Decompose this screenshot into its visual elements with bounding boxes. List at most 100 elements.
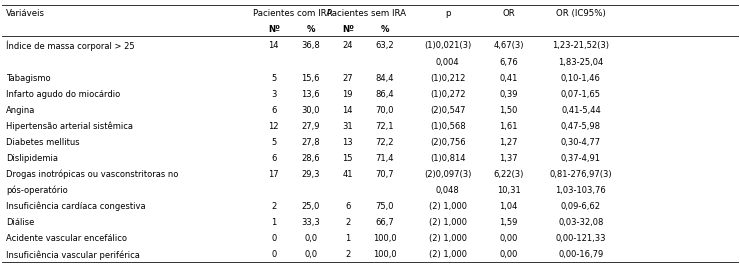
Text: Variáveis: Variáveis	[6, 9, 45, 18]
Text: 28,6: 28,6	[301, 154, 320, 163]
Text: 0,0: 0,0	[304, 234, 317, 243]
Text: 15,6: 15,6	[302, 74, 320, 83]
Text: 0,41: 0,41	[500, 74, 518, 83]
Text: 0: 0	[271, 250, 277, 259]
Text: 19: 19	[343, 90, 353, 99]
Text: Drogas inotrópicas ou vasconstritoras no: Drogas inotrópicas ou vasconstritoras no	[6, 170, 178, 179]
Text: 1,50: 1,50	[500, 106, 518, 115]
Text: 84,4: 84,4	[376, 74, 394, 83]
Text: 0,07-1,65: 0,07-1,65	[561, 90, 601, 99]
Text: Pacientes com IRA: Pacientes com IRA	[253, 9, 332, 18]
Text: 33,3: 33,3	[301, 218, 320, 227]
Text: 1,23-21,52(3): 1,23-21,52(3)	[552, 42, 610, 50]
Text: 71,4: 71,4	[376, 154, 394, 163]
Text: Insuficiência cardíaca congestiva: Insuficiência cardíaca congestiva	[6, 202, 146, 211]
Text: 0,00-121,33: 0,00-121,33	[556, 234, 606, 243]
Text: 2: 2	[271, 202, 277, 211]
Text: 17: 17	[269, 170, 279, 179]
Text: (2) 1,000: (2) 1,000	[428, 218, 467, 227]
Text: 15: 15	[343, 154, 353, 163]
Text: 63,2: 63,2	[375, 42, 394, 50]
Text: 30,0: 30,0	[302, 106, 320, 115]
Text: 24: 24	[343, 42, 353, 50]
Text: 100,0: 100,0	[373, 234, 397, 243]
Text: (2)0,547: (2)0,547	[430, 106, 465, 115]
Text: 27,8: 27,8	[301, 138, 320, 147]
Text: 1,59: 1,59	[500, 218, 518, 227]
Text: (2)0,756: (2)0,756	[430, 138, 465, 147]
Text: 10,31: 10,31	[497, 186, 521, 195]
Text: OR: OR	[502, 9, 515, 18]
Text: 2: 2	[345, 218, 351, 227]
Text: (1)0,568: (1)0,568	[430, 122, 465, 131]
Text: Angina: Angina	[6, 106, 36, 115]
Text: (1)0,021(3): (1)0,021(3)	[424, 42, 471, 50]
Text: 0,10-1,46: 0,10-1,46	[561, 74, 601, 83]
Text: OR (IC95%): OR (IC95%)	[556, 9, 606, 18]
Text: Pacientes sem IRA: Pacientes sem IRA	[327, 9, 406, 18]
Text: 1,61: 1,61	[500, 122, 518, 131]
Text: 0,0: 0,0	[304, 250, 317, 259]
Text: 1,83-25,04: 1,83-25,04	[558, 58, 604, 67]
Text: 6,22(3): 6,22(3)	[494, 170, 524, 179]
Text: 0,048: 0,048	[436, 186, 460, 195]
Text: (2) 1,000: (2) 1,000	[428, 202, 467, 211]
Text: Insuficiência vascular periférica: Insuficiência vascular periférica	[6, 250, 140, 259]
Text: 66,7: 66,7	[375, 218, 394, 227]
Text: 25,0: 25,0	[302, 202, 320, 211]
Text: Hipertensão arterial sistêmica: Hipertensão arterial sistêmica	[6, 122, 133, 131]
Text: 1: 1	[345, 234, 351, 243]
Text: Nº: Nº	[268, 25, 280, 34]
Text: (1)0,212: (1)0,212	[430, 74, 465, 83]
Text: 12: 12	[269, 122, 279, 131]
Text: 1,04: 1,04	[500, 202, 518, 211]
Text: 0,41-5,44: 0,41-5,44	[561, 106, 601, 115]
Text: 0,004: 0,004	[436, 58, 460, 67]
Text: Diálise: Diálise	[6, 218, 34, 227]
Text: 5: 5	[271, 74, 277, 83]
Text: 0,37-4,91: 0,37-4,91	[561, 154, 601, 163]
Text: 0,81-276,97(3): 0,81-276,97(3)	[550, 170, 612, 179]
Text: (1)0,814: (1)0,814	[430, 154, 465, 163]
Text: %: %	[380, 25, 389, 34]
Text: 4,67(3): 4,67(3)	[494, 42, 524, 50]
Text: 36,8: 36,8	[301, 42, 320, 50]
Text: 27,9: 27,9	[302, 122, 320, 131]
Text: 3: 3	[271, 90, 277, 99]
Text: 0,00-16,79: 0,00-16,79	[558, 250, 604, 259]
Text: 41: 41	[343, 170, 353, 179]
Text: 6,76: 6,76	[500, 58, 518, 67]
Text: (2)0,097(3): (2)0,097(3)	[424, 170, 471, 179]
Text: 6: 6	[345, 202, 351, 211]
Text: 0,03-32,08: 0,03-32,08	[558, 218, 604, 227]
Text: Tabagismo: Tabagismo	[6, 74, 50, 83]
Text: 2: 2	[345, 250, 351, 259]
Text: 5: 5	[271, 138, 277, 147]
Text: 14: 14	[343, 106, 353, 115]
Text: Dislipidemia: Dislipidemia	[6, 154, 58, 163]
Text: (1)0,272: (1)0,272	[430, 90, 465, 99]
Text: 0,09-6,62: 0,09-6,62	[561, 202, 601, 211]
Text: 75,0: 75,0	[376, 202, 394, 211]
Text: 6: 6	[271, 106, 277, 115]
Text: 1,27: 1,27	[500, 138, 518, 147]
Text: 72,2: 72,2	[376, 138, 394, 147]
Text: p: p	[445, 9, 451, 18]
Text: 27: 27	[343, 74, 353, 83]
Text: 0,47-5,98: 0,47-5,98	[561, 122, 601, 131]
Text: 14: 14	[269, 42, 279, 50]
Text: 0,39: 0,39	[500, 90, 518, 99]
Text: 0,30-4,77: 0,30-4,77	[561, 138, 601, 147]
Text: 6: 6	[271, 154, 277, 163]
Text: 1: 1	[271, 218, 277, 227]
Text: Infarto agudo do miocárdio: Infarto agudo do miocárdio	[6, 90, 120, 99]
Text: 13: 13	[343, 138, 353, 147]
Text: (2) 1,000: (2) 1,000	[428, 250, 467, 259]
Text: 1,37: 1,37	[500, 154, 518, 163]
Text: 70,7: 70,7	[375, 170, 394, 179]
Text: 72,1: 72,1	[376, 122, 394, 131]
Text: Diabetes mellitus: Diabetes mellitus	[6, 138, 79, 147]
Text: 100,0: 100,0	[373, 250, 397, 259]
Text: 31: 31	[343, 122, 353, 131]
Text: 0,00: 0,00	[500, 234, 518, 243]
